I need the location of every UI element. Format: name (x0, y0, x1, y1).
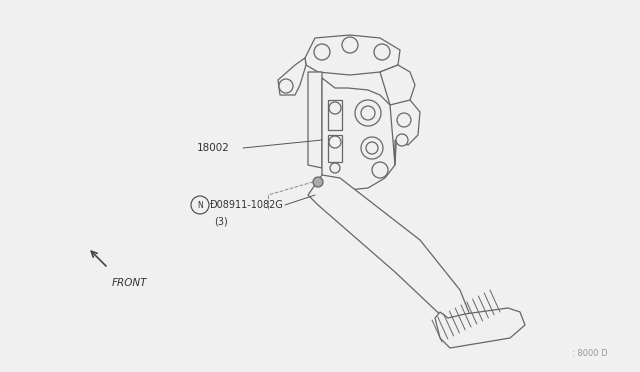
Polygon shape (435, 308, 525, 348)
Circle shape (374, 44, 390, 60)
Circle shape (361, 106, 375, 120)
Polygon shape (390, 100, 420, 165)
Text: 18002: 18002 (197, 143, 230, 153)
Circle shape (329, 136, 341, 148)
Circle shape (191, 196, 209, 214)
Circle shape (372, 162, 388, 178)
Text: (3): (3) (214, 217, 228, 227)
Circle shape (314, 44, 330, 60)
Circle shape (397, 113, 411, 127)
Text: Ð08911-1082G: Ð08911-1082G (210, 200, 284, 210)
Circle shape (342, 37, 358, 53)
Circle shape (361, 137, 383, 159)
Polygon shape (305, 35, 400, 75)
Text: N: N (197, 201, 203, 209)
Circle shape (355, 100, 381, 126)
Circle shape (313, 177, 323, 187)
Polygon shape (278, 58, 306, 95)
Polygon shape (308, 72, 322, 168)
Polygon shape (380, 65, 415, 108)
Circle shape (279, 79, 293, 93)
Circle shape (329, 102, 341, 114)
Circle shape (366, 142, 378, 154)
Polygon shape (328, 100, 342, 130)
Polygon shape (328, 135, 342, 162)
Circle shape (396, 134, 408, 146)
Circle shape (330, 163, 340, 173)
Polygon shape (322, 78, 398, 190)
Polygon shape (308, 175, 472, 328)
Text: : 8000 D: : 8000 D (572, 349, 608, 358)
Text: FRONT: FRONT (112, 278, 147, 288)
